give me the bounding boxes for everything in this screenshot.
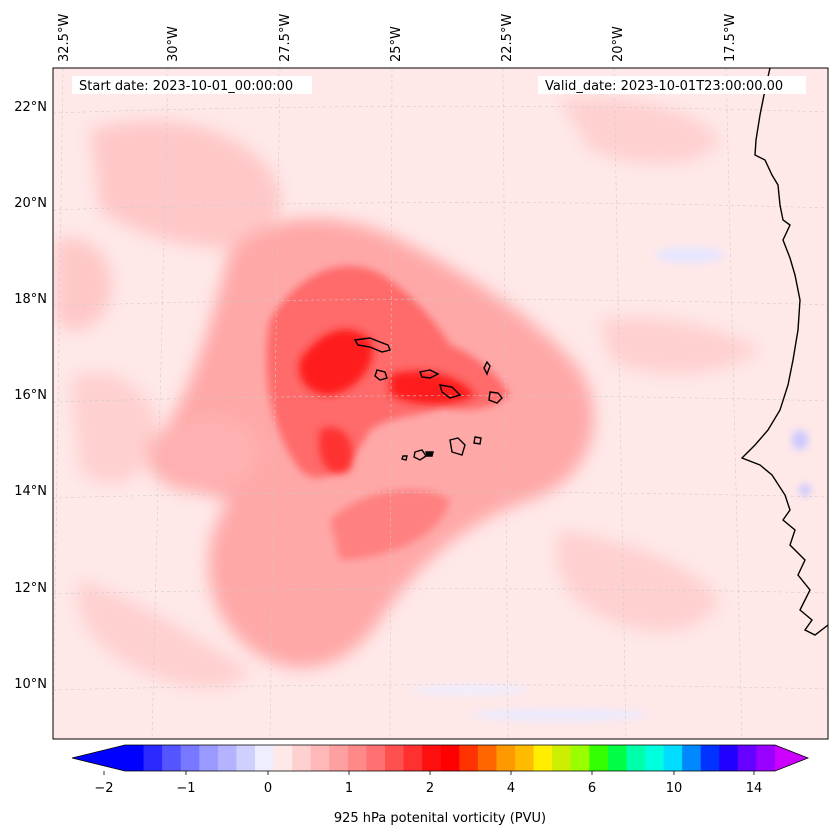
valid-date-label: Valid_date: 2023-10-01T23:00:00.00 [545,79,783,94]
lon-label: 25°W [389,26,404,62]
lat-label: 12°N [14,581,47,596]
colorbar-segment [310,745,330,771]
colorbar-label: 925 hPa potenital vorticity (PVU) [334,811,546,826]
colorbar-segment [199,745,219,771]
colorbar-segment [217,745,238,771]
colorbar-tick-label: 14 [746,781,763,796]
colorbar-tick-label: 6 [588,781,596,796]
colorbar-segment [663,745,683,771]
colorbar-segment [737,745,758,771]
colorbar-tick-label: −1 [176,781,195,796]
colorbar-segment [329,745,349,771]
colorbar-segment [607,745,628,771]
colorbar-ticks [103,771,755,775]
colorbar-segment [756,745,776,771]
colorbar-segment [292,745,312,771]
colorbar-tick-label: −2 [94,781,113,796]
colorbar-outline [71,744,810,772]
lon-label: 32.5°W [57,14,72,62]
colorbar-segment [533,745,553,771]
colorbar-over-arrow [775,745,808,771]
lon-label: 17.5°W [723,14,738,62]
coastline [353,68,828,636]
colorbar-segment [477,745,498,771]
colorbar-segment [255,745,275,771]
lat-label: 16°N [14,388,47,403]
colorbar-tick-label: 4 [507,781,515,796]
colorbar-segments [125,745,776,771]
pv-field-peak [299,329,475,474]
colorbar-segment [385,745,405,771]
lat-label: 18°N [14,292,47,307]
colorbar-segment [496,745,516,771]
colorbar-tick-label: 1 [345,781,353,796]
colorbar-tick-label: 2 [426,781,434,796]
start-date-box [72,76,312,94]
lat-label: 14°N [14,484,47,499]
colorbar-tick-label: 10 [666,781,683,796]
colorbar-segment [143,745,163,771]
colorbar-segment [422,745,442,771]
start-date-label: Start date: 2023-10-01_00:00:00 [79,79,293,94]
lat-label: 22°N [14,100,47,115]
colorbar-segment [645,745,665,771]
lat-label: 20°N [14,196,47,211]
map-frame [52,67,829,740]
lon-label: 30°W [166,26,181,62]
colorbar-segment [626,745,646,771]
pv-field-light [55,97,760,689]
colorbar-segment [347,745,368,771]
graticule [53,68,828,739]
colorbar-segment [700,745,720,771]
lat-label: 10°N [14,677,47,692]
colorbar-segment [440,745,460,771]
pv-negative-patches [410,247,811,721]
colorbar-segment [682,745,702,771]
colorbar-segment [570,745,590,771]
colorbar-segment [589,745,609,771]
colorbar: −2 −1 0 1 2 4 6 10 14 925 hPa potenital … [71,744,810,826]
lon-label: 22.5°W [500,14,515,62]
colorbar-under-arrow [72,745,125,771]
colorbar-segment [403,745,423,771]
lon-label: 20°W [611,26,626,62]
colorbar-segment [236,745,256,771]
colorbar-segment [162,745,182,771]
colorbar-segment [515,745,535,771]
colorbar-segment [719,745,739,771]
lon-label: 27.5°W [278,14,293,62]
colorbar-segment [552,745,572,771]
colorbar-tick-label: 0 [264,781,272,796]
colorbar-segment [180,745,200,771]
map-panel [53,68,828,739]
colorbar-segment [125,745,145,771]
valid-date-box [538,76,806,94]
colorbar-segment [273,745,293,771]
colorbar-segment [459,745,479,771]
pv-field-strong [266,265,510,560]
colorbar-segment [366,745,386,771]
